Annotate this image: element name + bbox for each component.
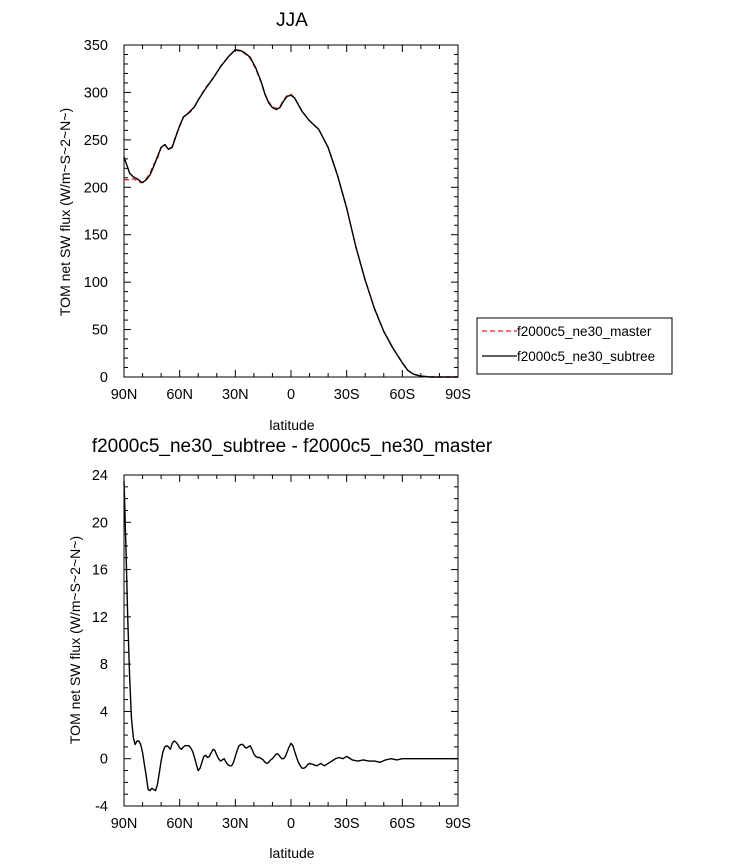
y-tick-label: 150 [84,228,108,244]
top-panel-title: JJA [276,10,308,31]
x-tick-label: 90S [445,816,471,832]
y-tick-label: 24 [92,468,108,484]
plot-frame-1 [123,474,459,807]
y-tick-label: 0 [100,370,108,386]
y-tick-label: -4 [95,799,108,815]
y-tick-label: 4 [100,704,108,720]
x-tick-label: 30S [334,387,360,403]
y-tick-label: 20 [92,515,108,531]
top-panel: JJA 90N 60N 30N 0 30S 60S 90S 0 50 100 150 200 250 30… [57,10,471,433]
x-tick-label: 30N [222,387,249,403]
top-panel-ylabel: TOM net SW flux (W/m~S~2~N~) [57,108,73,316]
y-tick-label: 12 [92,610,108,626]
series-line-f2000c5-ne30-subtree-f2000c5-ne30-master [123,480,458,792]
bottom-panel-ylabel: TOM net SW flux (W/m~S~2~N~) [67,536,83,744]
legend-box [476,317,673,375]
top-panel-series [123,49,458,378]
x-tick-label: 0 [287,816,295,832]
x-tick-label: 60S [389,387,415,403]
x-tick-label: 90N [111,816,138,832]
y-tick-label: 200 [84,180,108,196]
y-tick-label: 16 [92,563,108,579]
y-tick-label: 300 [84,85,108,101]
bottom-panel-series [123,480,458,792]
y-tick-label: 250 [84,133,108,149]
series-line-f2000c5-ne30-master [124,49,458,378]
x-tick-label: 0 [287,387,295,403]
legend-label-master: f2000c5_ne30_master [517,324,652,339]
y-tick-label: 0 [100,752,108,768]
x-tick-label: 90S [445,387,471,403]
y-tick-label: 100 [84,275,108,291]
x-tick-label: 60N [166,816,193,832]
x-tick-label: 60S [389,816,415,832]
y-tick-label: 350 [84,38,108,54]
x-tick-label: 90N [111,387,138,403]
top-panel-axes: 90N 60N 30N 0 30S 60S 90S 0 50 100 150 200 250 300 350 [84,38,471,403]
legend: f2000c5_ne30_master f2000c5_ne30_subtree [476,317,673,375]
x-tick-label: 30N [222,816,249,832]
series-line-f2000c5-ne30-subtree [123,49,458,378]
bottom-panel-axes: 90N 60N 30N 0 30S 60S 90S -4 0 4 8 12 16 20 24 [92,468,471,832]
x-tick-label: 30S [334,816,360,832]
bottom-panel-xlabel: latitude [269,845,314,861]
y-tick-label: 50 [92,323,108,339]
bottom-panel-title: f2000c5_ne30_subtree - f2000c5_ne30_mast… [92,436,493,457]
y-tick-label: 8 [100,657,108,673]
top-panel-xlabel: latitude [269,417,314,433]
bottom-panel: f2000c5_ne30_subtree - f2000c5_ne30_mast… [67,436,493,861]
legend-label-subtree: f2000c5_ne30_subtree [517,349,655,364]
x-tick-label: 60N [166,387,193,403]
